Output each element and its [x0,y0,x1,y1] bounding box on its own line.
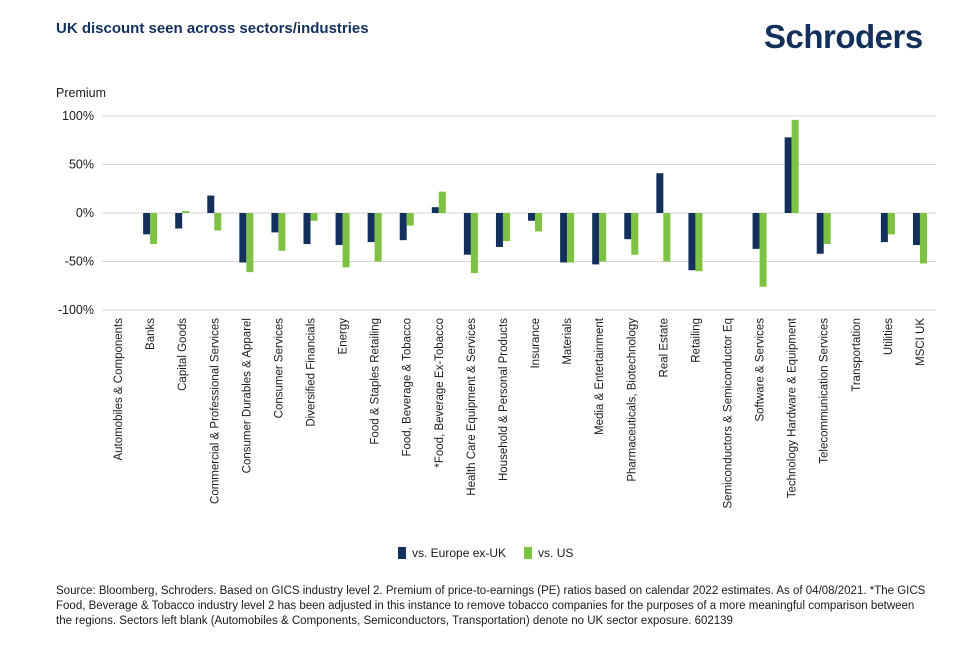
bar-us [695,213,703,272]
bar-chart: 100% 50% 0% -50% -100% Automobiles & Componen… [58,109,936,508]
x-tick-label: Commercial & Professional Services [209,318,221,504]
bar-us [663,213,671,262]
x-tick-label: Banks [145,318,157,350]
x-tick-label: Household & Personal Products [498,318,510,481]
bar-us [791,119,799,213]
bar-us [759,213,767,287]
x-tick-label: Automobiles & Components [113,318,125,461]
x-tick-label: Telecommunication Services [819,318,831,464]
bar-us [887,213,895,235]
x-tick-label: Media & Entertainment [594,317,606,435]
legend-label-us: vs. US [538,546,574,560]
bar-us [406,213,414,226]
bar-europe [624,213,632,240]
y-tick-label: 100% [62,109,94,123]
x-tick-label: Consumer Services [273,318,285,419]
bar-europe [816,213,824,254]
bar-europe [752,213,760,249]
x-tick-label: Insurance [530,318,542,369]
bar-us [278,213,286,251]
bar-us [919,213,927,264]
bar-europe [784,137,792,213]
bar-europe [271,213,279,233]
x-tick-label: Software & Services [755,318,767,422]
schroders-logo: Schroders [764,18,923,55]
x-tick-label: Food & Staples Retailing [370,318,382,445]
bar-europe [143,213,151,235]
bar-europe [463,213,471,255]
bar-us [502,213,510,242]
x-tick-label: MSCI UK [915,318,927,366]
source-note: Source: Bloomberg, Schroders. Based on G… [56,585,926,627]
bar-europe [528,213,536,221]
bar-europe [239,213,247,263]
bar-us [246,213,254,273]
x-tick-label: Semiconductors & Semiconductor Eq [723,318,735,508]
x-tick-label: Energy [338,318,350,355]
y-tick-label: -50% [65,255,94,269]
y-tick-label: 50% [69,158,94,172]
y-axis-label: Premium [56,86,107,100]
x-tick-label: Materials [562,318,574,365]
bar-europe [431,207,439,213]
bar-europe [207,195,215,213]
bar-europe [335,213,343,246]
bar-us [182,211,190,213]
bar-europe [303,213,311,245]
x-tick-label: Pharmaceuticals, Biotechnology [626,318,638,482]
x-tick-label: *Food, Beverage Ex-Tobacco [434,318,446,468]
bar-europe [592,213,600,265]
bar-us [470,213,478,274]
bar-europe [495,213,503,247]
bar-europe [560,213,568,263]
bar-us [823,213,831,245]
x-tick-label: Food, Beverage & Tobacco [402,318,414,457]
bar-europe [656,173,664,213]
y-tick-label: 0% [76,206,94,220]
x-tick-label: Diversified Financials [306,318,318,427]
x-tick-label: Retailing [690,318,702,363]
x-tick-label: Consumer Durables & Apparel [241,318,253,473]
bar-us [567,213,575,263]
bar-europe [880,213,888,243]
bar-us [150,213,158,245]
legend-swatch-navy [398,547,406,559]
legend-item-us: vs. US [524,546,573,560]
x-tick-label: Transportation [851,318,863,392]
bar-europe [688,213,696,271]
bar-europe [175,213,183,229]
bar-us [631,213,639,255]
legend-swatch-green [524,547,533,559]
x-tick-label: Technology Hardware & Equipment [787,317,799,498]
x-tick-label: Health Care Equipment & Services [466,318,478,496]
y-tick-label: -100% [58,303,94,317]
bar-us [599,213,607,262]
x-tick-label: Utilities [883,318,895,355]
legend-item-europe: vs. Europe ex-UK [398,546,506,560]
legend: vs. Europe ex-UK vs. US [398,546,573,560]
bar-europe [399,213,407,241]
bar-europe [367,213,375,243]
bar-us [535,213,543,232]
bar-us [214,213,222,231]
bar-us [342,213,350,268]
legend-label-europe: vs. Europe ex-UK [412,546,507,560]
bar-us [310,213,318,221]
bar-us [438,191,446,213]
x-tick-label: Real Estate [658,318,670,377]
x-tick-label: Capital Goods [177,318,189,391]
bar-us [374,213,382,262]
bar-europe [912,213,920,246]
chart-title: UK discount seen across sectors/industri… [56,20,369,37]
